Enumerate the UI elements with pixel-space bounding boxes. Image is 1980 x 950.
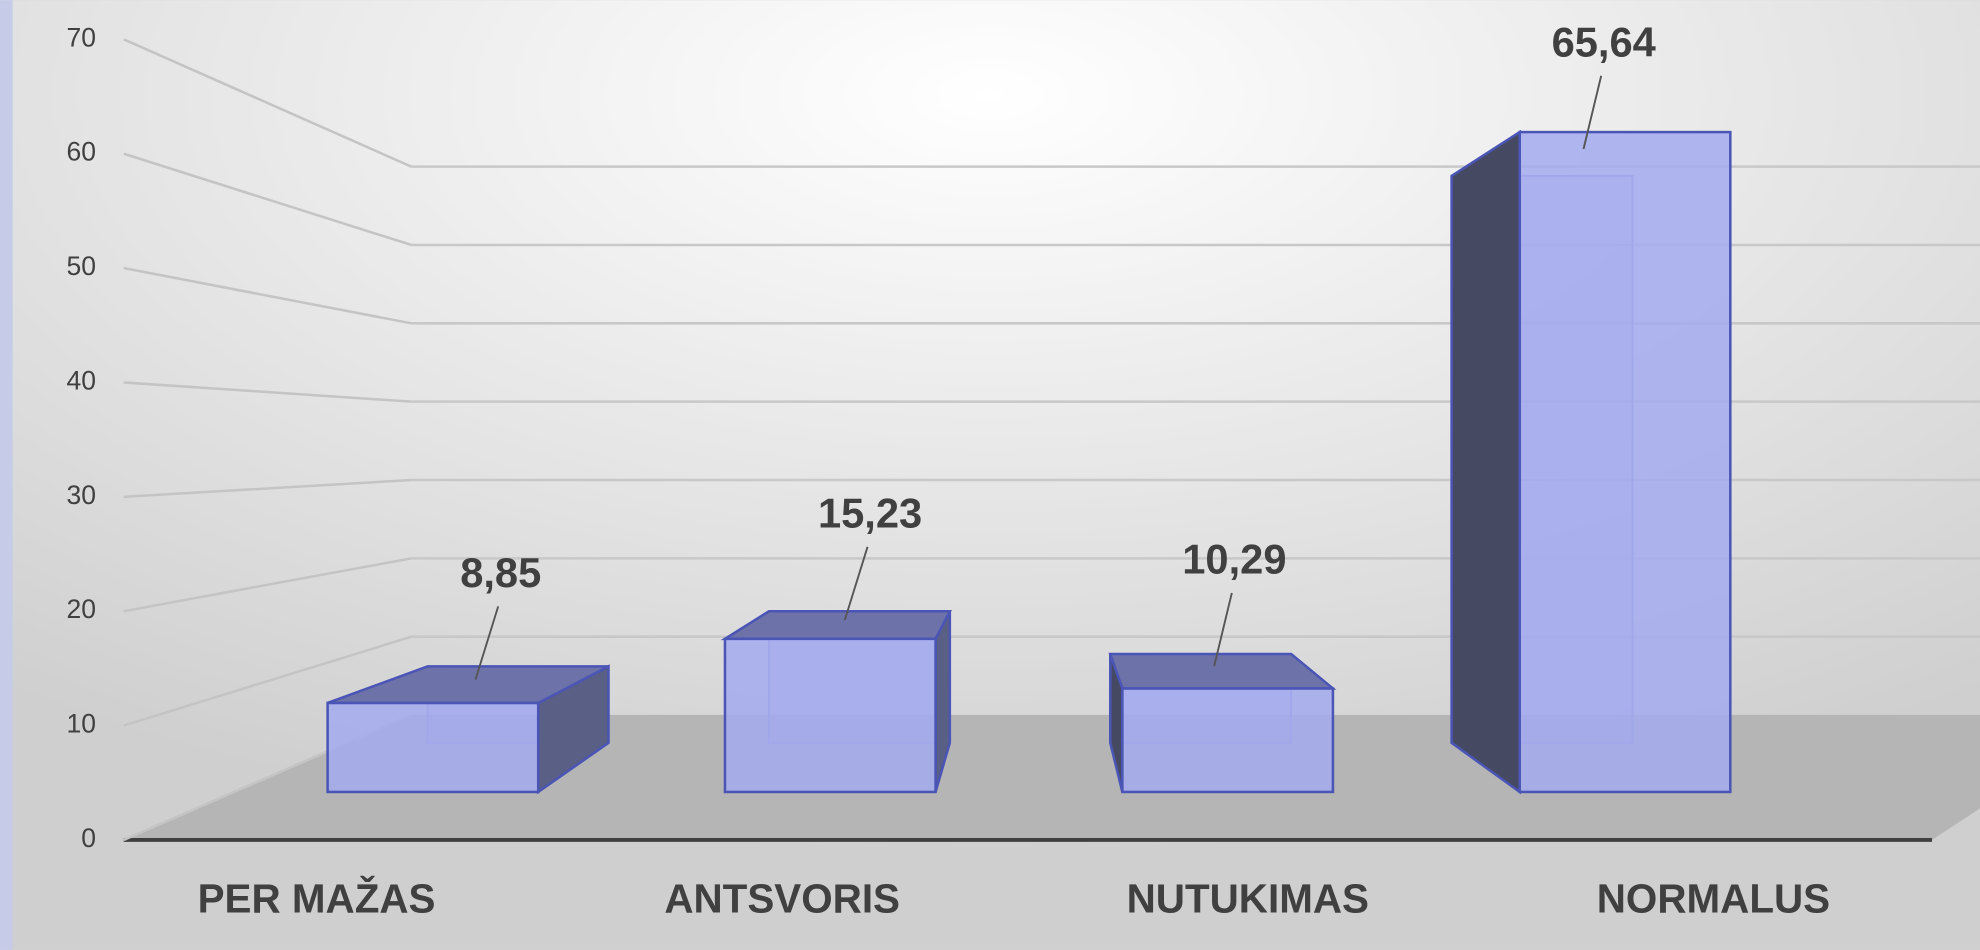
bar <box>1518 130 1732 794</box>
value-label: 8,85 <box>460 549 541 596</box>
grid-line <box>123 635 412 727</box>
bar-side <box>1450 129 1521 795</box>
y-tick-label: 50 <box>66 251 95 281</box>
grid-line <box>123 381 412 403</box>
x-tick-label: ANTSVORIS <box>664 875 900 921</box>
y-tick-label: 30 <box>66 480 95 510</box>
leader-line <box>1582 75 1603 150</box>
y-tick-label: 40 <box>66 365 95 395</box>
x-tick-label: NUTUKIMAS <box>1127 875 1369 921</box>
bar <box>723 637 937 794</box>
grid-line <box>123 152 412 247</box>
y-tick-label: 60 <box>66 137 95 167</box>
x-tick-label: PER MAŽAS <box>198 875 436 921</box>
leader-line <box>474 606 500 680</box>
bar <box>326 701 540 794</box>
value-label: 10,29 <box>1182 536 1286 583</box>
grid-line <box>123 478 412 499</box>
value-label: 15,23 <box>818 489 922 536</box>
grid-line <box>123 557 412 613</box>
grid-line <box>123 266 412 325</box>
y-tick-label: 10 <box>66 709 95 739</box>
y-tick-label: 0 <box>81 823 96 853</box>
y-tick-label: 70 <box>66 22 95 52</box>
leader-line <box>843 546 869 621</box>
value-label: 65,64 <box>1552 18 1656 65</box>
x-tick-label: NORMALUS <box>1597 875 1830 921</box>
leader-line <box>1213 592 1233 667</box>
left-edge <box>0 0 13 950</box>
y-tick-label: 20 <box>66 594 95 624</box>
grid-line <box>123 38 412 168</box>
bar <box>1121 687 1335 794</box>
